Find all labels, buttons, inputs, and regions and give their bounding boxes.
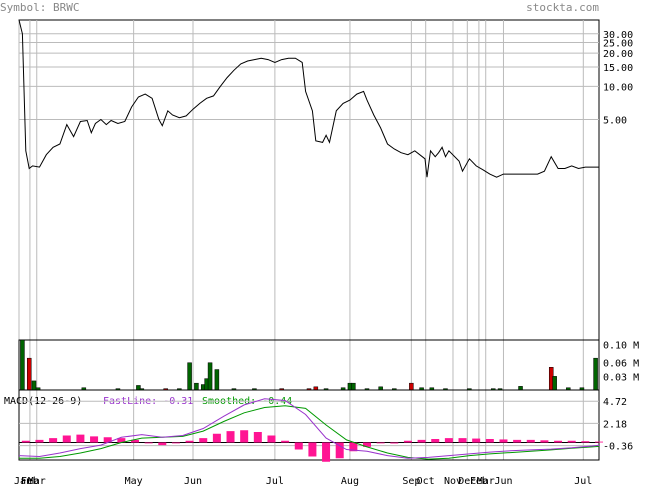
macd-histogram-bar bbox=[417, 439, 426, 443]
volume-bar bbox=[207, 362, 213, 391]
x-tick-label: Aug bbox=[341, 476, 359, 486]
price-tick-label: 15.00 bbox=[603, 63, 633, 74]
macd-frame bbox=[18, 389, 600, 461]
macd-histogram-bar bbox=[226, 431, 235, 443]
x-tick-label: Oct bbox=[417, 476, 435, 486]
price-frame bbox=[18, 19, 600, 341]
macd-histogram-bar bbox=[540, 440, 549, 443]
x-tick-label: May bbox=[125, 476, 143, 486]
price-tick-label: 20.00 bbox=[603, 49, 633, 60]
macd-histogram-bar bbox=[294, 442, 303, 450]
volume-frame bbox=[18, 339, 600, 391]
macd-histogram-bar bbox=[363, 442, 371, 447]
volume-bar bbox=[26, 357, 32, 391]
macd-histogram-bar bbox=[567, 440, 576, 443]
x-tick-label: Jan bbox=[14, 476, 32, 486]
price-tick-label: 30.00 bbox=[603, 30, 633, 41]
volume-tick-label: 0.06 M bbox=[603, 359, 639, 370]
volume-bar bbox=[20, 339, 25, 391]
macd-histogram-bar bbox=[212, 433, 221, 443]
brand-label: stockta.com bbox=[526, 1, 599, 14]
macd-histogram-bar bbox=[526, 439, 535, 443]
x-tick-label: Feb bbox=[470, 476, 488, 486]
macd-histogram-bar bbox=[403, 440, 412, 443]
x-tick-label: Sep bbox=[402, 476, 420, 486]
x-tick-label: Nov bbox=[444, 476, 462, 486]
volume-tick-label: 0.03 M bbox=[603, 372, 639, 383]
macd-histogram-bar bbox=[458, 438, 467, 443]
macd-histogram-bar bbox=[485, 439, 494, 443]
macd-histogram-bar bbox=[253, 432, 262, 443]
volume-tick-label: 0.10 M bbox=[603, 341, 639, 352]
x-tick-label: Jun bbox=[184, 476, 202, 486]
macd-histogram-bar bbox=[185, 440, 194, 443]
x-tick-label: Jul bbox=[574, 476, 592, 486]
volume-bar bbox=[409, 382, 414, 391]
macd-histogram-bar bbox=[376, 442, 385, 444]
volume-bar bbox=[593, 357, 598, 391]
macd-histogram-bar bbox=[103, 437, 112, 443]
macd-histogram-bar bbox=[281, 440, 290, 443]
price-tick-label: 25.00 bbox=[603, 38, 633, 49]
macd-histogram-bar bbox=[35, 439, 44, 443]
price-line bbox=[18, 19, 599, 178]
macd-histogram-bar bbox=[49, 438, 58, 443]
macd-panel: MACD(12-26-9) FastLine: -0.31 Smoothed: … bbox=[4, 389, 633, 462]
price-tick-label: 10.00 bbox=[603, 82, 633, 93]
x-tick-label: Feb bbox=[21, 476, 39, 486]
macd-histogram-bar bbox=[21, 440, 30, 443]
x-tick-label: Mar bbox=[28, 476, 46, 486]
macd-histogram-bar bbox=[390, 442, 399, 444]
macd-histogram-bar bbox=[499, 439, 508, 443]
macd-histogram-bar bbox=[158, 442, 167, 446]
macd-histogram-bar bbox=[444, 438, 453, 443]
volume-bar bbox=[214, 369, 220, 391]
macd-histogram-bar bbox=[554, 440, 563, 443]
macd-histogram-bar bbox=[308, 442, 317, 457]
x-tick-label: Jul bbox=[266, 476, 284, 486]
volume-bar bbox=[187, 362, 192, 391]
macd-tick-label: 4.72 bbox=[603, 397, 627, 408]
volume-panel: 0.10 M 0.06 M 0.03 M bbox=[18, 339, 639, 391]
macd-histogram-bar bbox=[76, 434, 85, 443]
x-tick-label: Dec bbox=[458, 476, 476, 486]
macd-histogram-bar bbox=[431, 439, 440, 443]
volume-bar bbox=[31, 380, 37, 391]
macd-histogram-bar bbox=[240, 430, 249, 443]
volume-bar bbox=[351, 382, 356, 391]
macd-smoothed-line bbox=[19, 405, 600, 460]
macd-histogram-bar bbox=[581, 441, 590, 443]
volume-bar bbox=[552, 376, 557, 391]
macd-histogram-bar bbox=[62, 435, 71, 443]
x-tick-label: Mar bbox=[477, 476, 495, 486]
macd-histogram-bar bbox=[349, 442, 358, 452]
macd-histogram-bar bbox=[595, 441, 603, 443]
macd-histogram-bar bbox=[144, 442, 153, 444]
macd-fastline-line bbox=[18, 398, 600, 459]
macd-histogram-bar bbox=[131, 439, 139, 443]
macd-histogram-bar bbox=[199, 438, 208, 443]
volume-bar bbox=[194, 382, 199, 391]
symbol-label: Symbol: BRWC bbox=[0, 1, 79, 14]
macd-tick-label: 2.18 bbox=[603, 419, 627, 430]
macd-histogram-bar bbox=[472, 438, 481, 443]
x-tick-label: Jun bbox=[494, 476, 512, 486]
macd-histogram-bar bbox=[513, 439, 522, 443]
macd-histogram-bar bbox=[90, 436, 99, 443]
price-tick-label: 5.00 bbox=[603, 116, 627, 127]
macd-histogram-bar bbox=[267, 435, 276, 443]
volume-bar bbox=[518, 386, 523, 391]
macd-histogram-bar bbox=[117, 438, 126, 443]
macd-histogram-bar bbox=[335, 442, 344, 459]
macd-histogram-bar bbox=[322, 442, 331, 462]
macd-tick-label: -0.36 bbox=[603, 442, 633, 453]
macd-histogram-bar bbox=[171, 442, 180, 444]
